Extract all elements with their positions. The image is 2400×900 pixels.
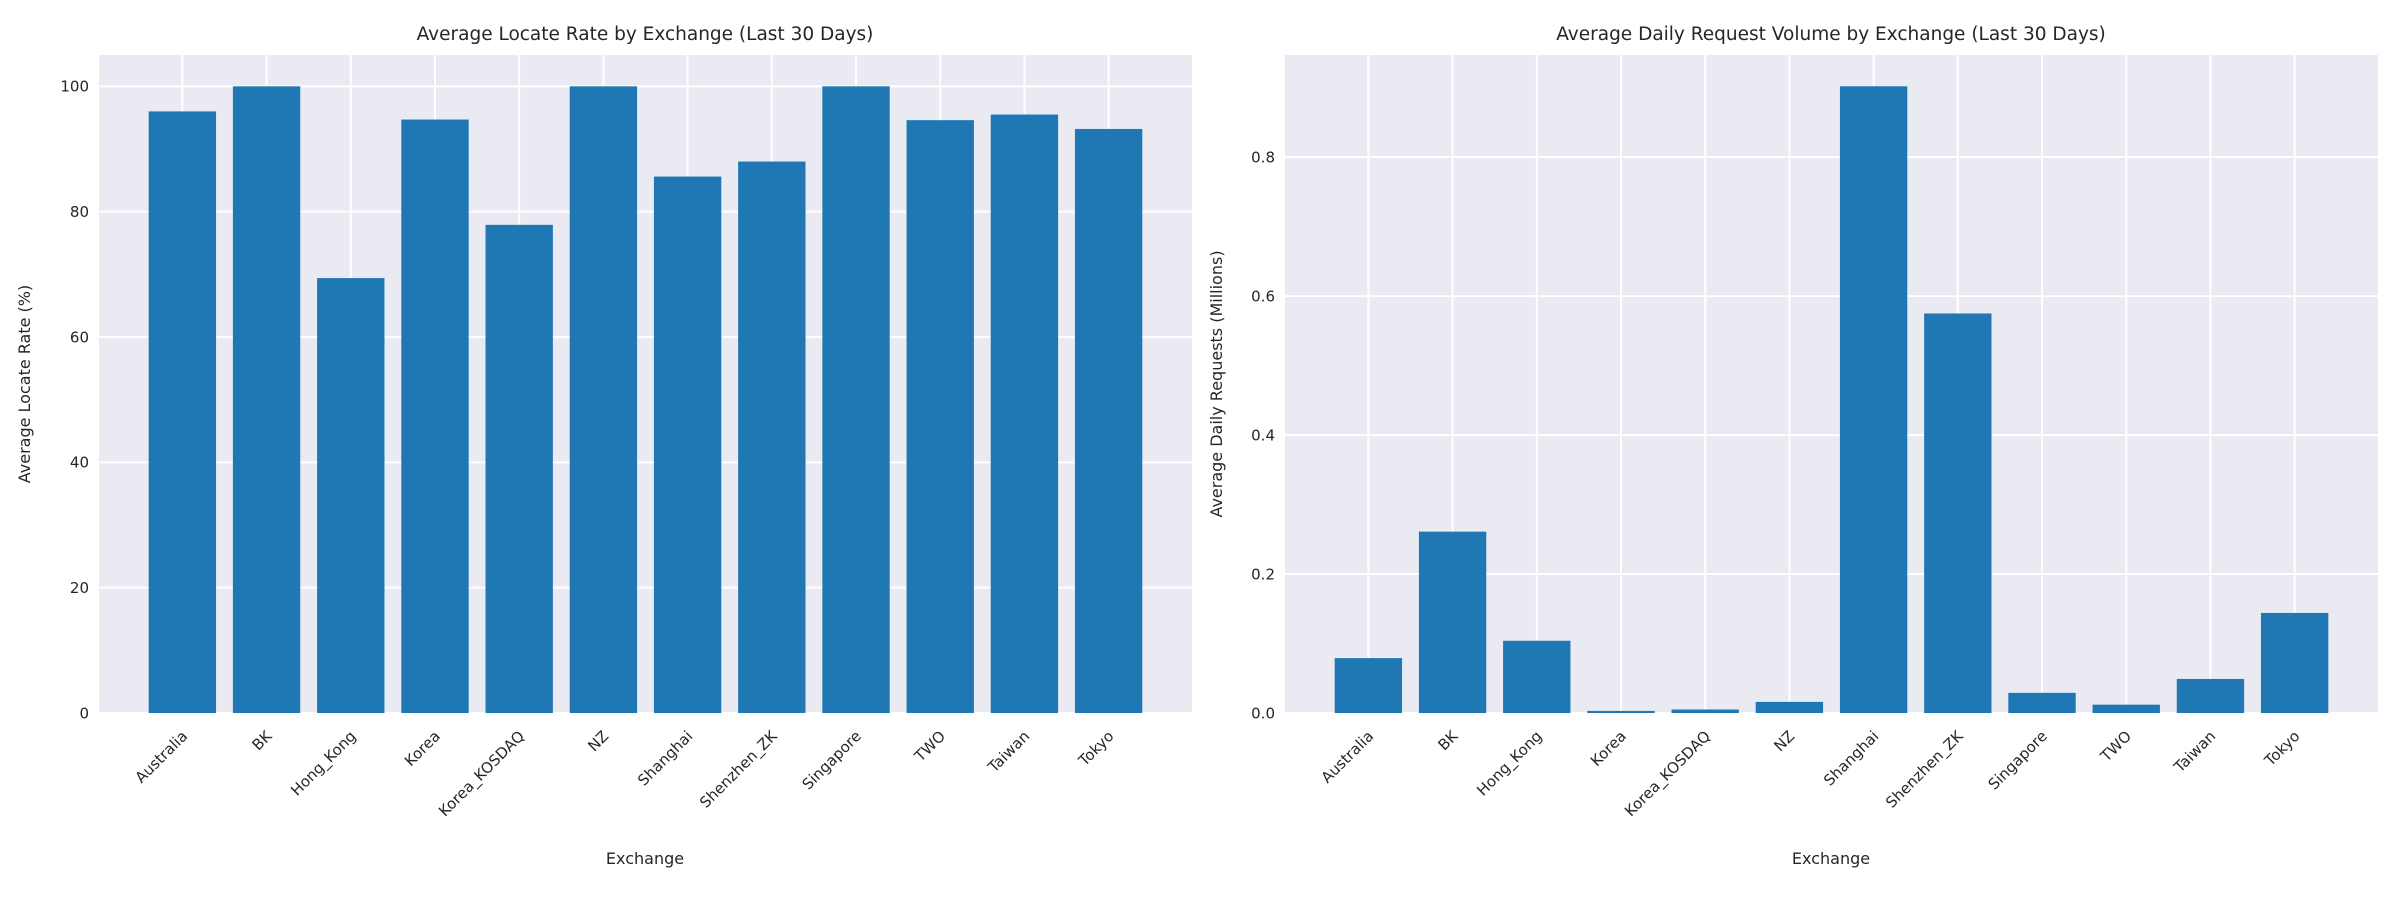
bar-BK [232, 86, 301, 714]
request-volume-plot-area: 0.0 0.2 0.4 0.6 0.8 Australia BK Hong_Kong Korea… [1251, 55, 2378, 821]
x-tick-label: Singapore [1985, 727, 2051, 793]
bar-Taiwan [990, 114, 1059, 714]
x-tick-label: Shanghai [634, 727, 696, 789]
bar-Shenzhen_ZK [1924, 313, 1992, 713]
bar-Australia [148, 111, 217, 713]
y-tick-label: 40 [70, 454, 89, 472]
y-tick-label: 0.8 [1251, 148, 1275, 166]
bar-Hong_Kong [1503, 640, 1571, 713]
x-axis-label: Exchange [1792, 849, 1870, 868]
chart-title: Average Daily Request Volume by Exchange… [1556, 24, 2106, 45]
y-tick-label: 0 [79, 704, 89, 722]
x-tick-label: Korea_KOSDAQ [1621, 727, 1715, 821]
x-axis-label: Exchange [606, 849, 684, 868]
y-tick-label: 60 [70, 328, 89, 346]
bar-Tokyo [2260, 612, 2329, 713]
y-tick-label: 0.6 [1251, 287, 1275, 305]
x-tick-label: Singapore [799, 727, 865, 793]
bar-Shanghai [653, 176, 722, 713]
bar-Tokyo [1074, 128, 1143, 714]
bar-TWO [906, 120, 974, 713]
y-tick-label: 0.4 [1251, 426, 1275, 444]
x-tick-label: Shenzhen_ZK [696, 726, 782, 812]
bar-Singapore [822, 86, 890, 714]
bar-BK [1418, 531, 1487, 713]
x-tick-label: BK [248, 726, 276, 754]
bar-Taiwan [2176, 678, 2245, 713]
x-tick-label: Australia [132, 727, 192, 787]
x-tick-label: Korea_KOSDAQ [435, 727, 529, 821]
x-tick-label: Hong_Kong [287, 727, 360, 800]
x-tick-label: Tokyo [1074, 727, 1117, 770]
bar-NZ [569, 86, 638, 714]
y-tick-label: 0.2 [1251, 565, 1275, 583]
x-tick-label: Korea [1587, 727, 1630, 770]
x-tick-label: Taiwan [2170, 727, 2220, 777]
bar-Korea [401, 119, 469, 713]
x-tick-label: BK [1434, 726, 1462, 754]
bar-Australia [1334, 658, 1403, 713]
chart-title: Average Locate Rate by Exchange (Last 30… [417, 24, 874, 45]
locate-rate-chart: 0 20 40 60 80 100 Australia BK Hong_Kong KoreaKor… [15, 24, 1192, 868]
bar-Korea_KOSDAQ [485, 224, 553, 713]
y-tick-label: 20 [70, 579, 89, 597]
x-tick-label: NZ [1770, 727, 1798, 755]
y-axis-label: Average Daily Requests (Millions) [1207, 250, 1226, 517]
y-axis-label: Average Locate Rate (%) [15, 285, 34, 483]
bar-Shenzhen_ZK [738, 161, 806, 714]
bar-Hong_Kong [317, 278, 385, 713]
bar-Shanghai [1839, 86, 1908, 714]
x-tick-label: TWO [910, 727, 949, 766]
x-tick-label: Hong_Kong [1473, 727, 1546, 800]
x-tick-label: Shenzhen_ZK [1882, 726, 1968, 812]
bar-NZ [1755, 701, 1824, 713]
y-tick-label: 100 [60, 78, 89, 96]
x-tick-label: Taiwan [984, 727, 1034, 777]
request-volume-chart: 0.0 0.2 0.4 0.6 0.8 Australia BK Hong_Kong Korea… [1207, 24, 2378, 868]
x-tick-label: Tokyo [2260, 727, 2303, 770]
locate-rate-plot-area: 0 20 40 60 80 100 Australia BK Hong_Kong KoreaKor… [60, 55, 1192, 821]
x-tick-label: Australia [1318, 727, 1378, 787]
x-tick-label: Shanghai [1820, 727, 1882, 789]
x-tick-label: Korea [401, 727, 444, 770]
x-tick-label: TWO [2096, 727, 2135, 766]
bar-Korea [1587, 710, 1655, 713]
y-tick-label: 0.0 [1251, 704, 1275, 722]
bar-Korea_KOSDAQ [1671, 709, 1739, 713]
x-tick-label: NZ [584, 727, 612, 755]
bar-Singapore [2008, 692, 2076, 713]
bar-TWO [2092, 704, 2160, 713]
y-tick-label: 80 [70, 203, 89, 221]
